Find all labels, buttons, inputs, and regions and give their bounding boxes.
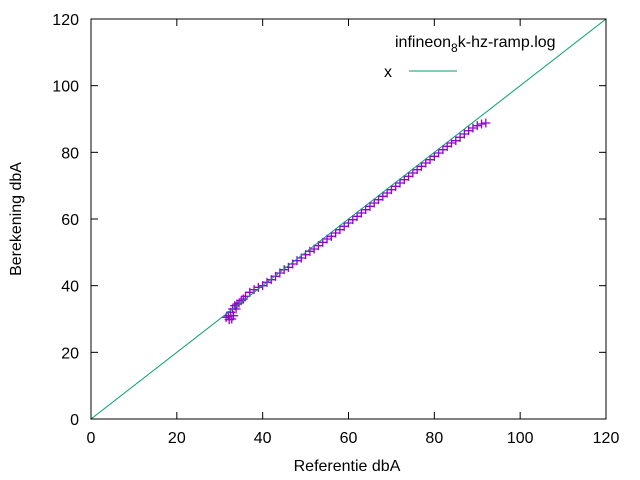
legend-label-subscript: 8 (451, 41, 458, 55)
x-tick-label: 100 (507, 430, 534, 447)
ticks-layer: 0 20 40 60 80 100 120 0 20 40 60 80 100 120 (52, 12, 619, 447)
y-axis-label: Berekening dbA (8, 162, 25, 276)
legend-label-part-1: infineon (395, 34, 451, 51)
data-point (253, 282, 263, 292)
y-tick-label: 80 (61, 145, 79, 162)
x-tick-label: 20 (168, 430, 186, 447)
series-scatter (221, 118, 491, 325)
y-tick-label: 120 (52, 12, 79, 29)
x-axis-label: Referentie dbA (294, 458, 401, 475)
legend-label-series-1: infineon8k-hz-ramp.log (395, 34, 556, 55)
x-tick-label: 40 (254, 430, 272, 447)
data-point (447, 138, 456, 148)
data-point (236, 296, 246, 306)
x-tick-label: 60 (340, 430, 358, 447)
data-point (234, 298, 244, 308)
y-tick-label: 40 (61, 279, 79, 296)
series-line-path (90, 18, 607, 420)
x-tick-label: 120 (593, 430, 620, 447)
data-point (472, 121, 482, 131)
x-tick-label: 80 (425, 430, 443, 447)
data-point (228, 311, 238, 321)
legend-label-series-2: x (384, 64, 392, 81)
data-point (477, 119, 487, 129)
data-point (481, 118, 491, 128)
series-line (90, 18, 607, 420)
y-tick-label: 60 (61, 212, 79, 229)
data-layer (90, 18, 607, 420)
legend-label-part-2: k-hz-ramp.log (458, 34, 556, 51)
data-point (468, 123, 478, 133)
y-tick-label: 20 (61, 345, 79, 362)
y-tick-label: 0 (70, 412, 79, 429)
data-point (279, 265, 289, 275)
legend: infineon8k-hz-ramp.log x (384, 34, 556, 81)
x-tick-label: 0 (87, 430, 96, 447)
y-tick-label: 100 (52, 79, 79, 96)
